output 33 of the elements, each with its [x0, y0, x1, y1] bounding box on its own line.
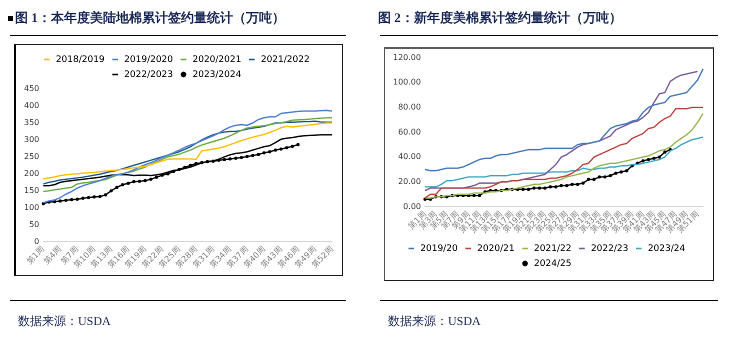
y-tick-label: 60.00	[398, 127, 421, 136]
y-tick-label: 80.00	[398, 102, 421, 112]
legend-label: 2020/2021	[192, 54, 242, 65]
y-tick-label: 120.00	[392, 52, 421, 62]
y-tick-label: 400	[24, 101, 40, 110]
y-tick-label: 50	[29, 220, 40, 229]
legend-label: 2019/20	[420, 244, 458, 254]
y-tick-label: 250	[24, 152, 40, 161]
y-tick-label: 150	[24, 186, 40, 195]
legend-label: 2022/2023	[124, 70, 174, 80]
chart-title: 图 2：新年度美棉累计签约量统计（万吨）	[378, 9, 622, 27]
source-note: 数据来源：USDA	[388, 313, 481, 330]
y-tick-label: 40.00	[398, 152, 421, 162]
y-tick-label: 0	[34, 236, 40, 246]
y-tick-label: 20.00	[398, 176, 421, 186]
source-note: 数据来源：USDA	[18, 313, 111, 330]
legend-label: 2020/21	[477, 244, 515, 254]
chart-title: 图 1：本年度美陆地棉累计签约量统计（万吨）	[15, 9, 285, 27]
y-tick-label: 350	[24, 118, 40, 128]
legend-label: 2021/22	[534, 244, 572, 254]
legend-label: 2018/2019	[56, 54, 105, 65]
y-tick-label: 100	[24, 202, 40, 212]
legend-label: 2023/2024	[192, 70, 242, 80]
y-tick-label: 300	[24, 134, 40, 144]
legend-label: 2024/25	[534, 258, 572, 269]
y-tick-label: 450	[24, 84, 40, 94]
legend-label: 2023/24	[648, 244, 686, 254]
legend-label: 2022/23	[590, 244, 628, 254]
legend-label: 2021/2022	[260, 54, 310, 65]
y-tick-label: 0.00	[403, 202, 421, 211]
y-tick-label: 100.00	[392, 78, 421, 87]
legend-label: 2019/2020	[124, 54, 174, 65]
y-tick-label: 200	[24, 168, 40, 178]
